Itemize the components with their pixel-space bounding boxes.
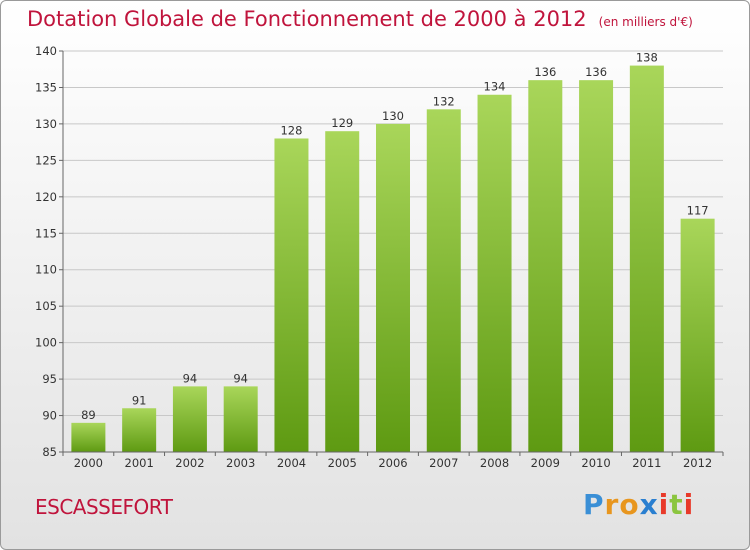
bar-2002 [172, 386, 207, 452]
x-tick-label: 2000 [74, 456, 103, 470]
bar-2009 [528, 80, 563, 452]
x-tick-label: 2004 [277, 456, 306, 470]
logo-letter: o [619, 488, 640, 521]
x-tick-label: 2011 [632, 456, 661, 470]
value-label: 94 [183, 371, 198, 385]
value-label: 136 [585, 65, 607, 79]
proxiti-logo: Proxiti [583, 488, 694, 521]
x-tick-label: 2007 [429, 456, 458, 470]
x-axis-ticks: 2000 2001 2002 2003 2004 2005 2006 2007 2008 2009… [62, 452, 724, 470]
y-tick-label: 115 [35, 226, 57, 240]
x-tick-label: 2006 [378, 456, 407, 470]
y-tick-label: 140 [35, 44, 57, 58]
bar-2008 [477, 94, 512, 452]
x-tick-label: 2002 [175, 456, 204, 470]
y-tick-label: 90 [42, 409, 57, 423]
y-tick-label: 125 [35, 153, 57, 167]
chart-unit-note: (en milliers d'€) [598, 15, 693, 29]
commune-name: ESCASSEFORT [35, 495, 173, 519]
logo-letter: t [669, 488, 684, 521]
bar-2012 [680, 218, 715, 452]
logo-letter: i [683, 488, 695, 521]
x-tick-label: 2010 [581, 456, 610, 470]
y-tick-label: 135 [35, 80, 57, 94]
y-tick-label: 95 [42, 372, 57, 386]
bar-2005 [325, 131, 360, 452]
logo-letter: i [658, 488, 670, 521]
value-label: 91 [132, 393, 147, 407]
y-tick-label: 120 [35, 190, 57, 204]
value-label: 89 [81, 408, 96, 422]
logo-letter: r [604, 488, 620, 521]
logo-letter: P [583, 488, 605, 521]
value-labels: 89 91 94 94 128 129 130 132 134 136 136 138 117 [81, 51, 709, 422]
bar-2006 [376, 123, 410, 452]
value-label: 138 [636, 51, 658, 65]
bars [71, 65, 715, 452]
bar-2001 [122, 408, 157, 452]
bar-2010 [579, 80, 614, 452]
bar-2003 [223, 386, 258, 452]
bar-2004 [274, 138, 309, 452]
value-label: 129 [331, 116, 353, 130]
x-tick-label: 2012 [683, 456, 712, 470]
logo-letter: x [639, 488, 659, 521]
y-tick-label: 130 [35, 117, 57, 131]
x-tick-label: 2008 [480, 456, 509, 470]
value-label: 136 [534, 65, 556, 79]
x-tick-label: 2005 [328, 456, 357, 470]
chart-title: Dotation Globale de Fonctionnement de 20… [27, 7, 587, 31]
value-label: 128 [280, 123, 302, 137]
value-label: 117 [687, 204, 709, 218]
x-tick-label: 2001 [125, 456, 154, 470]
value-label: 130 [382, 109, 404, 123]
x-tick-label: 2003 [226, 456, 255, 470]
bar-2007 [426, 109, 461, 452]
bar-2011 [629, 65, 664, 452]
y-tick-label: 85 [42, 445, 57, 459]
chart-title-line: Dotation Globale de Fonctionnement de 20… [27, 7, 693, 31]
y-tick-label: 110 [35, 263, 57, 277]
value-label: 94 [233, 371, 248, 385]
y-tick-label: 100 [35, 336, 57, 350]
y-tick-label: 105 [35, 299, 57, 313]
y-axis-ticks: 85 90 95 100 105 110 115 120 125 130 135 140 [35, 44, 63, 459]
value-label: 134 [484, 80, 506, 94]
x-tick-label: 2009 [531, 456, 560, 470]
bar-2000 [71, 422, 106, 452]
value-label: 132 [433, 94, 455, 108]
